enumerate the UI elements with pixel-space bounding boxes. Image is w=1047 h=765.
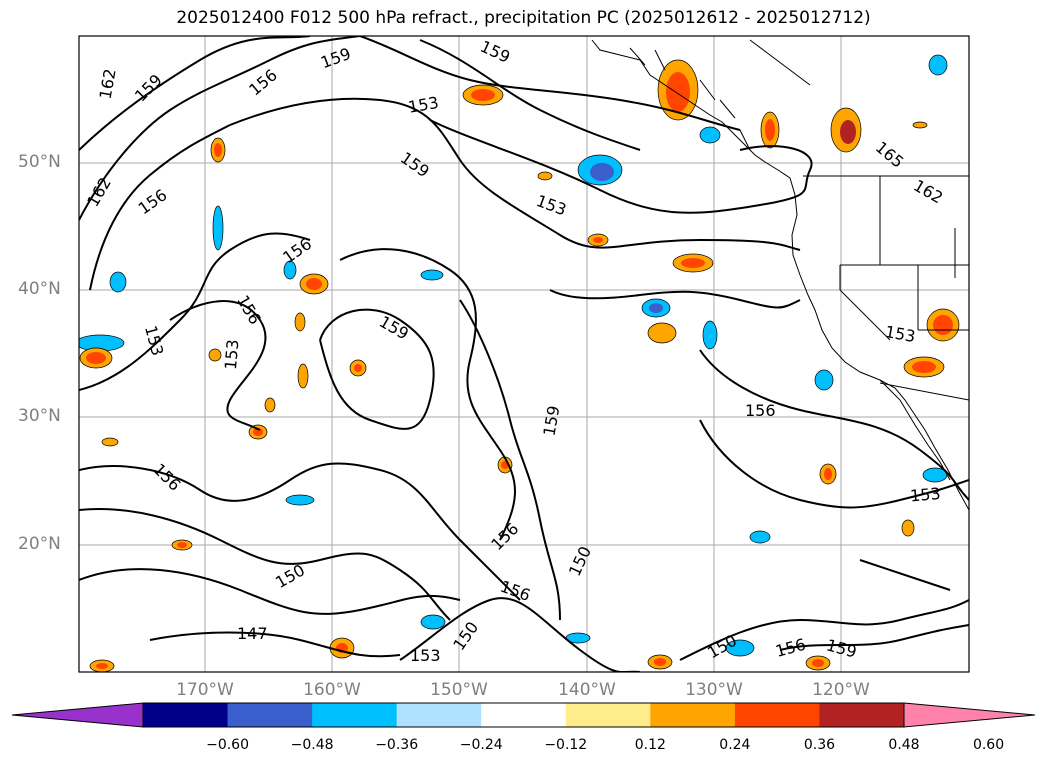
precip-blob-negative	[109, 271, 127, 293]
precip-blob-positive	[294, 312, 306, 332]
precip-blob-positive	[537, 171, 553, 181]
contour-label: 156	[745, 401, 776, 420]
precip-blob-negative	[699, 126, 721, 144]
precip-blob-negative	[285, 494, 315, 506]
colorbar-tick-label: −0.60	[206, 737, 249, 753]
colorbar-tick-label: −0.48	[290, 737, 334, 753]
colorbar-tick-label: 0.60	[972, 737, 1005, 753]
precip-blob-negative	[928, 54, 948, 76]
precip-blob-positive	[210, 137, 226, 163]
lon-label-140w: 140°W	[558, 680, 616, 700]
colorbar-extend-low	[12, 703, 143, 727]
precip-blob-positive	[760, 111, 780, 149]
contour-label: 153	[221, 339, 243, 371]
precip-blob-negative	[420, 614, 446, 630]
coastline	[591, 39, 969, 511]
precip-blob-negative	[725, 639, 755, 657]
lon-label-130w: 130°W	[685, 680, 743, 700]
precip-blob-positive	[299, 273, 329, 295]
precip-blob-positive	[903, 356, 945, 378]
colorbar-segment	[819, 703, 905, 727]
colorbar-segment	[143, 703, 229, 727]
precip-blob-positive	[79, 347, 113, 369]
precip-blob-positive	[647, 654, 673, 670]
colorbar-segment	[565, 703, 651, 727]
precip-blob-positive	[89, 659, 115, 672]
precip-blob-positive	[912, 121, 928, 129]
precip-blob-positive	[349, 359, 367, 377]
colorbar-tick-label: 0.12	[634, 737, 666, 753]
precip-blob-positive	[101, 437, 119, 447]
precip-blob-positive	[672, 253, 714, 273]
colorbar-segment	[650, 703, 736, 727]
colorbar-segment	[396, 703, 482, 727]
lat-label-20n: 20°N	[18, 534, 61, 554]
colorbar-extend-high	[904, 703, 1035, 727]
precip-blob-positive	[171, 539, 193, 551]
precip-blob-negative	[577, 154, 623, 186]
precip-blob-negative	[749, 530, 771, 544]
lon-label-160w: 160°W	[303, 680, 361, 700]
colorbar-tick-label: −0.12	[544, 737, 588, 753]
precip-blob-positive	[248, 424, 268, 440]
precip-blob-positive	[901, 519, 915, 537]
precip-blob-positive	[462, 84, 504, 106]
colorbar-tick-label: 0.36	[803, 737, 836, 753]
precip-blob-positive	[647, 322, 677, 344]
contour-label: 153	[909, 484, 941, 506]
precip-blob-negative	[420, 269, 444, 281]
precip-blob-negative	[283, 260, 297, 280]
precip-blob-positive	[208, 348, 222, 362]
precip-blob-negative	[212, 205, 224, 251]
borders	[803, 175, 969, 401]
colorbar-segment	[734, 703, 820, 727]
colorbar-segment	[312, 703, 398, 727]
precip-blob-positive	[297, 363, 309, 389]
precip-blob-positive	[805, 655, 831, 671]
precip-blob-positive	[830, 107, 862, 153]
precip-blob-negative	[702, 320, 718, 350]
refractivity-contours	[79, 36, 969, 672]
colorbar-tick-label: 0.48	[888, 737, 920, 753]
colorbar-tick-label: 0.24	[719, 737, 751, 753]
colorbar-tick-label: −0.36	[375, 737, 419, 753]
figure-title: 2025012400 F012 500 hPa refract., precip…	[176, 8, 871, 28]
precip-blob-positive	[587, 233, 609, 247]
lat-label-50n: 50°N	[18, 152, 61, 172]
colorbar-segment	[481, 703, 567, 727]
precip-blob-positive	[819, 463, 837, 485]
lat-label-30n: 30°N	[18, 406, 61, 426]
precip-blob-positive	[264, 397, 276, 413]
precipitation-shading	[79, 54, 960, 672]
colorbar-segment	[227, 703, 313, 727]
contour-label: 153	[410, 646, 441, 665]
lon-label-170w: 170°W	[176, 680, 234, 700]
lon-label-120w: 120°W	[812, 680, 870, 700]
precip-blob-negative	[641, 298, 671, 318]
lon-label-150w: 150°W	[430, 680, 488, 700]
precip-blob-negative	[814, 369, 834, 391]
precip-blob-positive	[657, 59, 699, 121]
colorbar-tick-label: −0.24	[459, 737, 503, 753]
lat-label-40n: 40°N	[18, 279, 61, 299]
contour-label: 147	[237, 624, 268, 643]
map-frame	[78, 35, 970, 673]
